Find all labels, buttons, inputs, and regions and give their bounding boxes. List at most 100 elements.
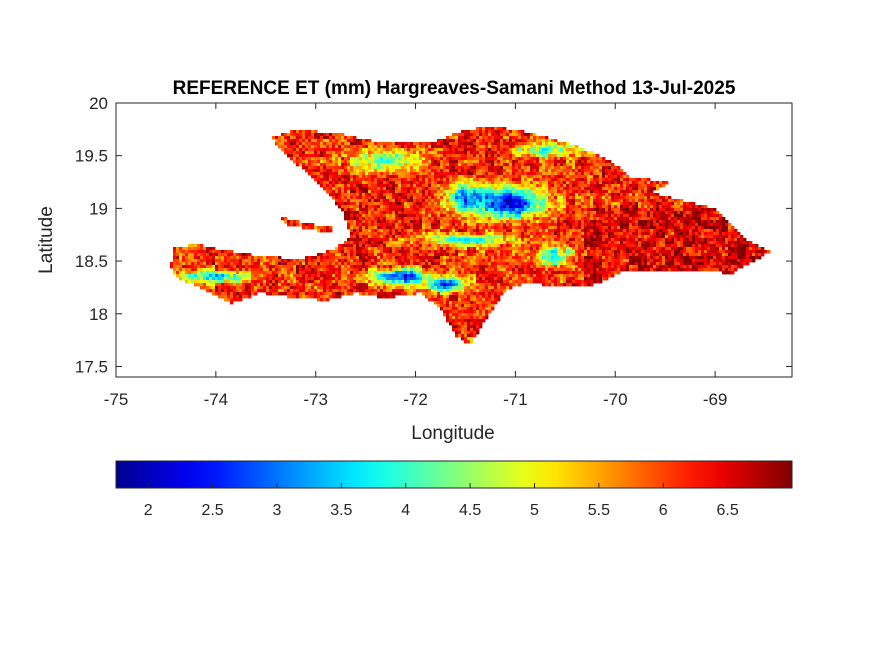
et-cell [467,226,471,230]
et-cell [455,292,459,296]
et-cell [374,292,378,296]
et-cell [431,160,435,164]
et-cell [317,172,321,176]
et-cell [287,271,291,275]
et-cell [209,262,213,266]
et-cell [362,151,366,155]
et-cell [260,268,264,272]
et-cell [524,181,528,185]
et-cell [377,238,381,242]
et-cell [476,325,480,329]
et-cell [539,271,543,275]
et-cell [251,274,255,278]
et-cell [230,265,234,269]
et-cell [446,268,450,272]
et-cell [419,193,423,197]
et-cell [536,256,540,260]
et-cell [353,205,357,209]
et-cell [422,175,426,179]
et-cell [512,262,516,266]
et-cell [524,172,528,176]
et-cell [422,244,426,248]
et-cell [455,151,459,155]
et-cell [473,214,477,218]
et-cell [344,163,348,167]
et-cell [350,244,354,248]
et-cell [443,172,447,176]
et-cell [461,310,465,314]
et-cell [335,151,339,155]
et-cell [365,226,369,230]
et-cell [269,277,273,281]
et-cell [413,178,417,182]
et-cell [539,187,543,191]
et-cell [494,136,498,140]
et-cell [479,301,483,305]
et-cell [176,265,180,269]
et-cell [416,208,420,212]
et-cell [407,184,411,188]
et-cell [257,265,261,269]
et-cell [509,262,513,266]
et-cell [185,268,189,272]
et-cell [515,175,519,179]
et-cell [305,271,309,275]
et-cell [245,277,249,281]
et-cell [236,283,240,287]
et-cell [509,133,513,137]
et-cell [464,208,468,212]
et-cell [419,223,423,227]
et-cell [398,256,402,260]
et-cell [470,295,474,299]
et-cell [374,220,378,224]
et-cell [440,169,444,173]
et-cell [470,277,474,281]
et-cell [494,160,498,164]
et-cell [473,271,477,275]
et-cell [377,256,381,260]
et-cell [488,244,492,248]
et-cell [467,145,471,149]
et-cell [521,169,525,173]
et-cell [350,292,354,296]
et-cell [491,262,495,266]
et-cell [389,196,393,200]
et-cell [353,184,357,188]
et-cell [335,160,339,164]
et-cell [476,259,480,263]
et-cell [392,250,396,254]
et-cell [341,199,345,203]
et-cell [458,271,462,275]
et-cell [482,181,486,185]
et-cell [458,292,462,296]
et-cell [437,304,441,308]
et-cell [539,142,543,146]
et-cell [389,277,393,281]
et-cell [335,193,339,197]
et-cell [524,256,528,260]
et-cell [293,133,297,137]
et-cell [368,271,372,275]
et-cell [296,259,300,263]
et-cell [539,268,543,272]
et-cell [476,331,480,335]
et-cell [512,154,516,158]
et-cell [398,238,402,242]
et-cell [227,277,231,281]
et-cell [296,145,300,149]
et-cell [230,289,234,293]
et-cell [509,229,513,233]
et-cell [488,196,492,200]
et-cell [449,199,453,203]
et-cell [326,277,330,281]
et-cell [437,208,441,212]
et-cell [401,277,405,281]
et-cell [461,142,465,146]
et-cell [329,184,333,188]
et-cell [371,163,375,167]
et-cell [476,160,480,164]
et-cell [491,202,495,206]
et-cell [464,226,468,230]
et-cell [473,205,477,209]
et-cell [545,145,549,149]
